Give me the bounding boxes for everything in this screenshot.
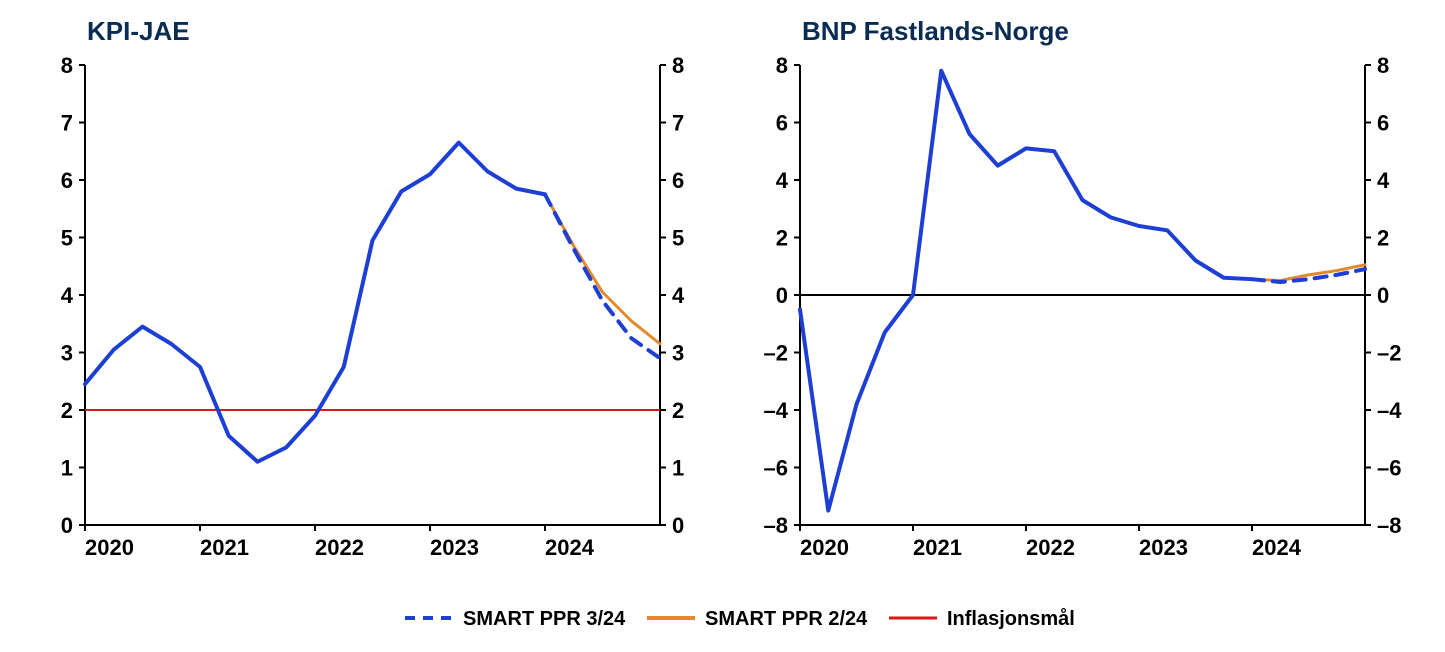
chart-bnp-ytick-right: 8: [1377, 53, 1389, 78]
legend: SMART PPR 3/24 SMART PPR 2/24 Inflasjonsmå…: [405, 607, 1075, 630]
chart-bnp-ytick-left: 2: [776, 226, 788, 251]
chart-kpi-ytick-left: 8: [61, 53, 73, 78]
chart-bnp-ytick-right: –2: [1377, 341, 1401, 366]
chart-kpi-ytick-right: 3: [672, 341, 684, 366]
chart-kpi-ytick-right: 5: [672, 226, 684, 251]
chart-bnp-ytick-right: 2: [1377, 226, 1389, 251]
chart-bnp-ytick-right: –4: [1377, 398, 1402, 423]
chart-bnp-xtick: 2024: [1252, 535, 1302, 560]
chart-bnp-ytick-right: 6: [1377, 111, 1389, 136]
chart-kpi-ytick-right: 7: [672, 111, 684, 136]
chart-bnp-xtick: 2023: [1139, 535, 1188, 560]
chart-bnp-ytick-left: 0: [776, 283, 788, 308]
chart-bnp-ytick-right: 4: [1377, 168, 1390, 193]
chart-bnp-ytick-left: –4: [764, 398, 789, 423]
chart-kpi-title: KPI-JAE: [87, 16, 190, 46]
figure: KPI-JAE001122334455667788202020212022202…: [0, 0, 1445, 652]
chart-kpi-ytick-right: 1: [672, 456, 684, 481]
chart-kpi-xtick: 2024: [545, 535, 595, 560]
chart-svg: KPI-JAE001122334455667788202020212022202…: [0, 0, 1445, 652]
chart-kpi-series-SMART PPR 3/24-forecast: [545, 194, 660, 358]
legend-label-1: SMART PPR 2/24: [705, 608, 868, 630]
chart-bnp-ytick-left: 6: [776, 111, 788, 136]
chart-bnp-ytick-right: –6: [1377, 456, 1401, 481]
chart-bnp-ytick-left: 4: [776, 168, 789, 193]
chart-kpi-ytick-right: 6: [672, 168, 684, 193]
chart-kpi-series-SMART PPR 2/24: [85, 143, 660, 462]
chart-kpi-ytick-left: 2: [61, 398, 73, 423]
chart-kpi-ytick-right: 4: [672, 283, 685, 308]
chart-kpi-xtick: 2020: [85, 535, 134, 560]
chart-kpi-ytick-left: 7: [61, 111, 73, 136]
chart-kpi-ytick-left: 4: [61, 283, 74, 308]
chart-bnp-series-SMART PPR 2/24: [800, 71, 1365, 511]
chart-kpi-ytick-left: 6: [61, 168, 73, 193]
chart-kpi-ytick-right: 2: [672, 398, 684, 423]
chart-kpi-ytick-left: 5: [61, 226, 73, 251]
chart-kpi: KPI-JAE 0 0 1 1 2 2 3 3 4 4 5 5 6 6 7 7 8 8 2020 2021 2022 202…: [61, 16, 685, 560]
chart-kpi-series-SMART PPR 3/24-solid: [85, 143, 545, 462]
chart-bnp-xtick: 2022: [1026, 535, 1075, 560]
chart-bnp-series-SMART PPR 3/24-solid: [800, 71, 1252, 511]
chart-bnp-ytick-right: 0: [1377, 283, 1389, 308]
chart-bnp-ytick-left: –8: [764, 513, 788, 538]
chart-kpi-ytick-left: 0: [61, 513, 73, 538]
chart-bnp-ytick-left: –2: [764, 341, 788, 366]
chart-kpi-xtick: 2021: [200, 535, 249, 560]
chart-bnp-xtick: 2021: [913, 535, 962, 560]
chart-kpi-ytick-right: 8: [672, 53, 684, 78]
legend-label-2: Inflasjonsmål: [947, 607, 1075, 630]
chart-bnp: BNP Fastlands-Norge –8 –8 –6 –6 –4 –4 –2 –2 0 0 2 2 4…: [764, 16, 1403, 560]
chart-bnp-ytick-left: –6: [764, 456, 788, 481]
legend-label-0: SMART PPR 3/24: [463, 608, 626, 630]
chart-kpi-xtick: 2022: [315, 535, 364, 560]
chart-kpi-ytick-left: 1: [61, 456, 73, 481]
chart-bnp-xtick: 2020: [800, 535, 849, 560]
chart-bnp-ytick-left: 8: [776, 53, 788, 78]
chart-kpi-ytick-right: 0: [672, 513, 684, 538]
chart-bnp-ytick-right: –8: [1377, 513, 1401, 538]
chart-kpi-ytick-left: 3: [61, 341, 73, 366]
chart-bnp-title: BNP Fastlands-Norge: [802, 16, 1069, 46]
chart-kpi-xtick: 2023: [430, 535, 479, 560]
